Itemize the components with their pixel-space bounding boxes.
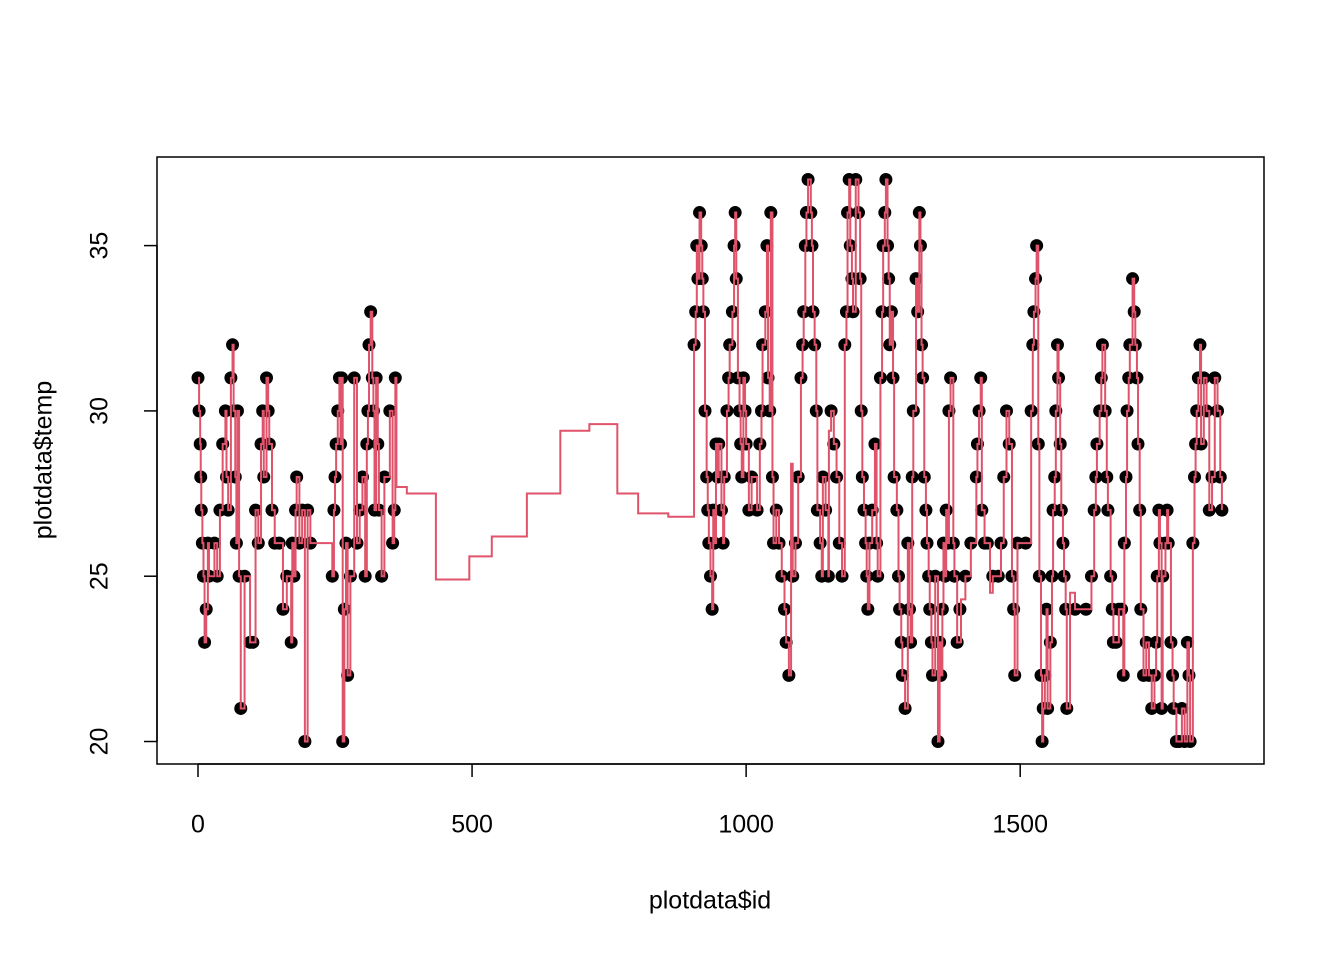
- data-point: [953, 602, 967, 616]
- x-tick-label: 1500: [992, 811, 1048, 839]
- x-tick-label: 1000: [718, 811, 774, 839]
- x-tick-label: 500: [451, 811, 493, 839]
- y-tick-label: 25: [86, 562, 114, 590]
- y-tick-label: 30: [86, 397, 114, 425]
- step-line: [198, 178, 1223, 743]
- plot-box: [156, 156, 1265, 765]
- y-tick-label: 20: [86, 728, 114, 756]
- x-axis-label: plotdata$id: [649, 887, 771, 915]
- y-axis-label: plotdata$temp: [30, 381, 58, 539]
- y-tick-label: 35: [86, 232, 114, 260]
- x-tick-label: 0: [191, 811, 205, 839]
